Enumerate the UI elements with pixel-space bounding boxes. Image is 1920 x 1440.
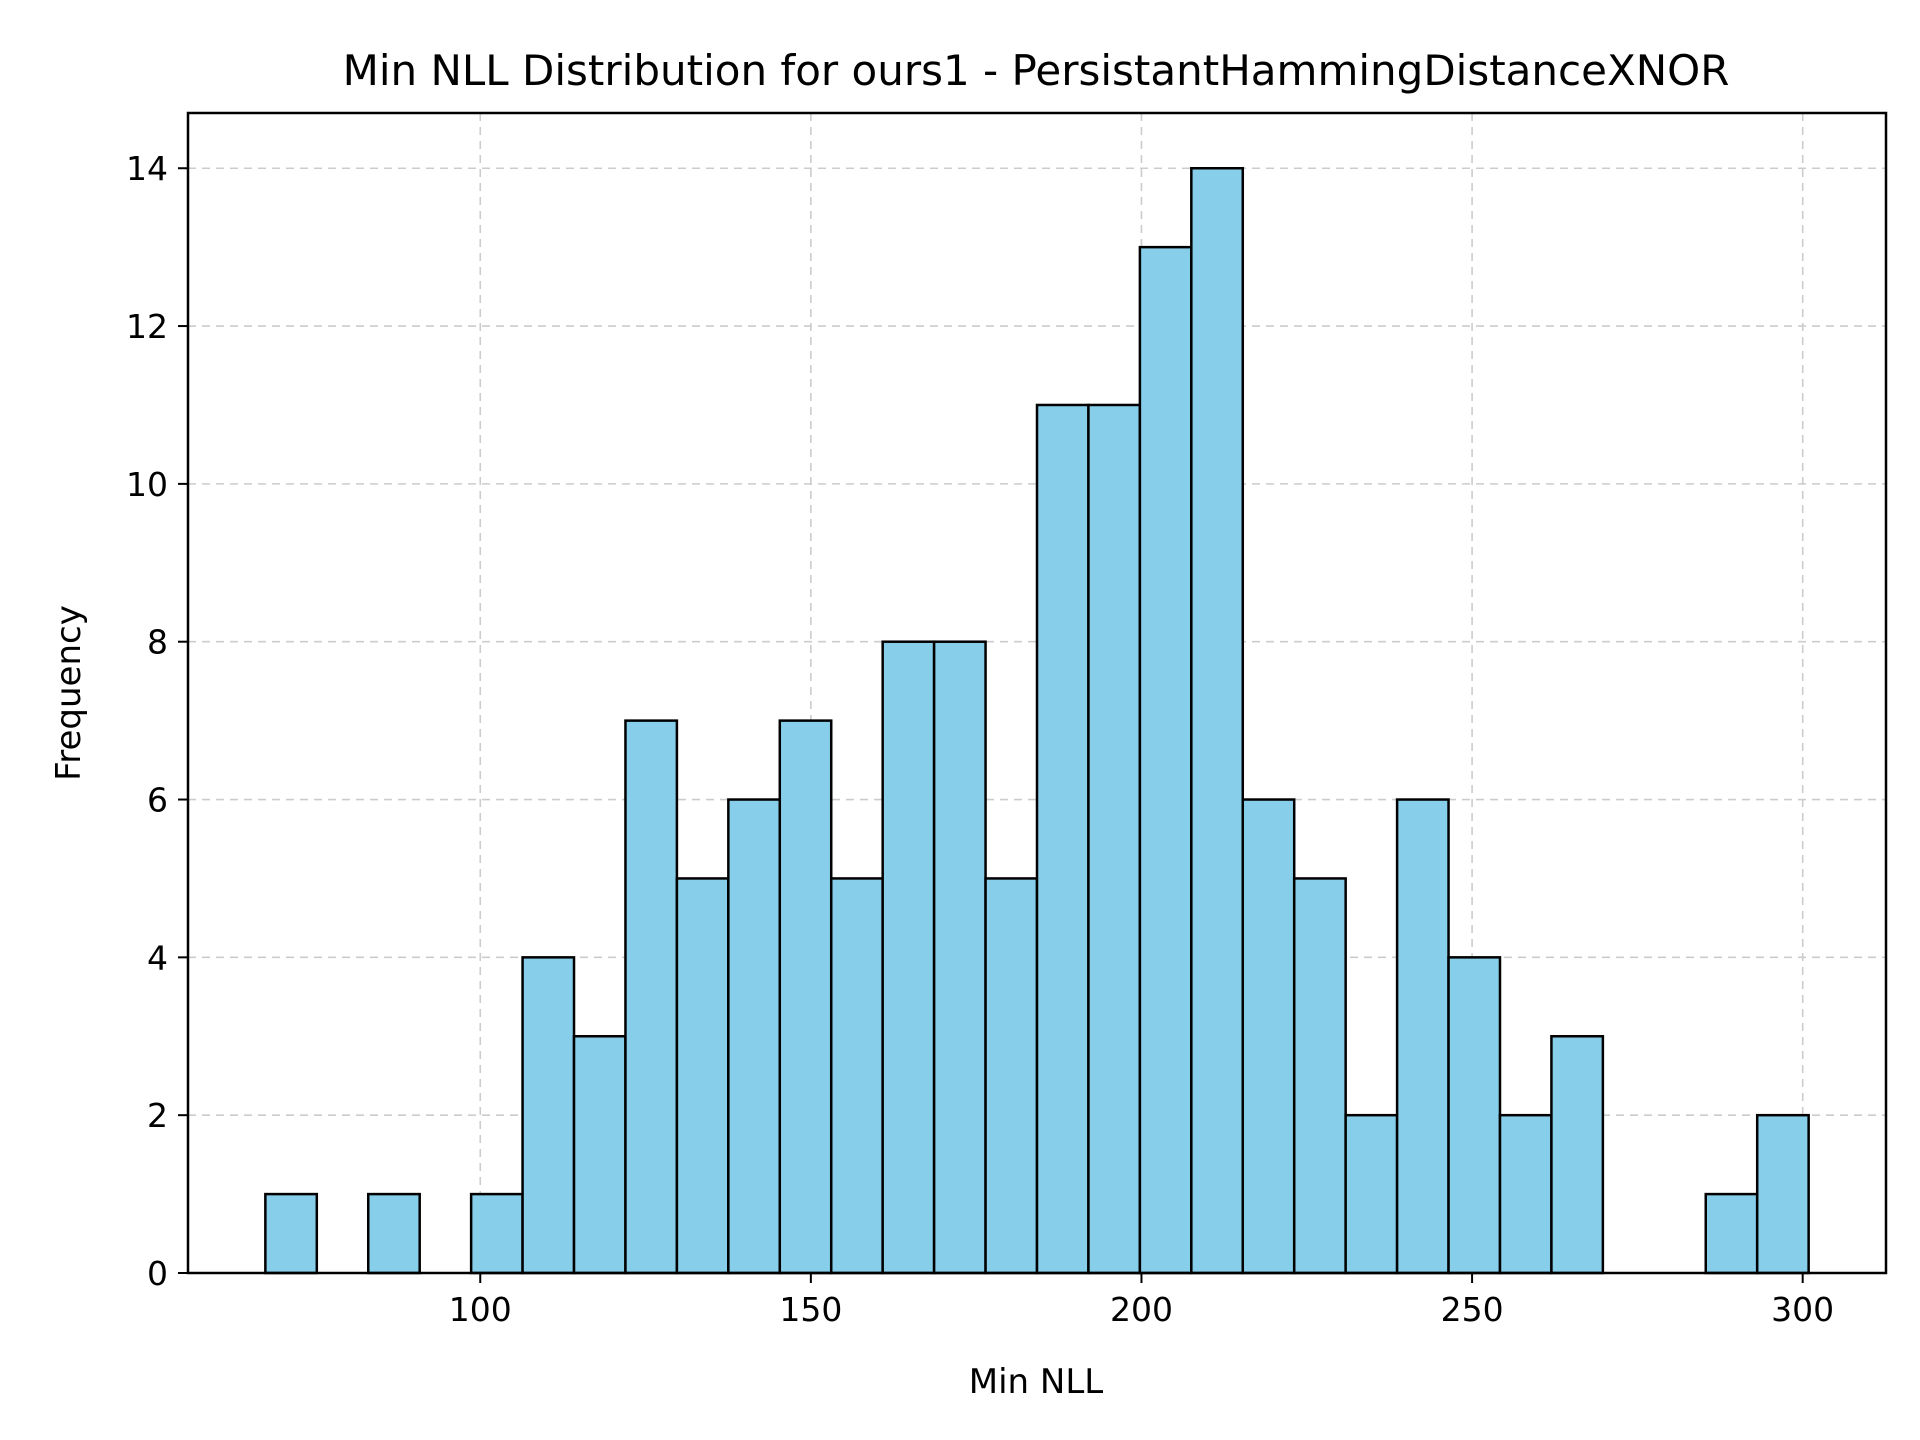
x-axis-label: Min NLL bbox=[969, 1362, 1104, 1402]
histogram-bar bbox=[1292, 877, 1347, 1275]
y-tick-label: 4 bbox=[147, 938, 168, 977]
y-tick-label: 10 bbox=[126, 465, 168, 504]
histogram-bar bbox=[1344, 1113, 1399, 1275]
histogram-bar bbox=[932, 640, 987, 1275]
chart-title: Min NLL Distribution for ours1 - Persist… bbox=[343, 46, 1730, 95]
bars bbox=[264, 166, 1810, 1275]
histogram-bar bbox=[1138, 245, 1193, 1275]
histogram-bar bbox=[1550, 1035, 1605, 1275]
histogram-bar bbox=[572, 1035, 627, 1275]
histogram-bar bbox=[778, 719, 833, 1275]
histogram-bar bbox=[521, 956, 576, 1275]
y-tick-label: 6 bbox=[147, 781, 168, 820]
y-axis-label: Frequency bbox=[49, 605, 89, 781]
histogram-bar bbox=[1241, 798, 1296, 1275]
x-tick-label: 250 bbox=[1441, 1290, 1504, 1329]
histogram-bar bbox=[881, 640, 936, 1275]
y-tick-label: 0 bbox=[147, 1254, 168, 1293]
x-tick-label: 100 bbox=[449, 1290, 512, 1329]
histogram-bar bbox=[984, 877, 1039, 1275]
histogram-bar bbox=[675, 877, 730, 1275]
x-tick-label: 150 bbox=[779, 1290, 842, 1329]
histogram-bar bbox=[1447, 956, 1502, 1275]
y-tick-label: 2 bbox=[147, 1096, 168, 1135]
histogram-bar bbox=[1190, 166, 1245, 1275]
histogram-bar bbox=[1755, 1113, 1810, 1275]
histogram-bar bbox=[829, 877, 884, 1275]
y-tick-label: 14 bbox=[126, 149, 168, 188]
histogram-bar bbox=[1035, 403, 1090, 1275]
y-tick-label: 12 bbox=[126, 307, 168, 346]
y-tick-label: 8 bbox=[147, 623, 168, 662]
histogram-bar bbox=[1395, 798, 1450, 1275]
x-tick-label: 200 bbox=[1110, 1290, 1173, 1329]
histogram-bar bbox=[1087, 403, 1142, 1275]
histogram-bar bbox=[366, 1192, 421, 1275]
histogram-bar bbox=[1704, 1192, 1759, 1275]
plot-frame bbox=[186, 111, 1888, 1275]
histogram-bar bbox=[1498, 1113, 1553, 1275]
histogram-bar bbox=[727, 798, 782, 1275]
axis-ticks: 100 150 200 250 300 0 2 4 6 8 10 12 14 bbox=[126, 149, 1834, 1329]
histogram-bar bbox=[469, 1192, 524, 1275]
histogram-bar bbox=[264, 1192, 319, 1275]
x-tick-label: 300 bbox=[1771, 1290, 1834, 1329]
histogram-bar bbox=[624, 719, 679, 1275]
